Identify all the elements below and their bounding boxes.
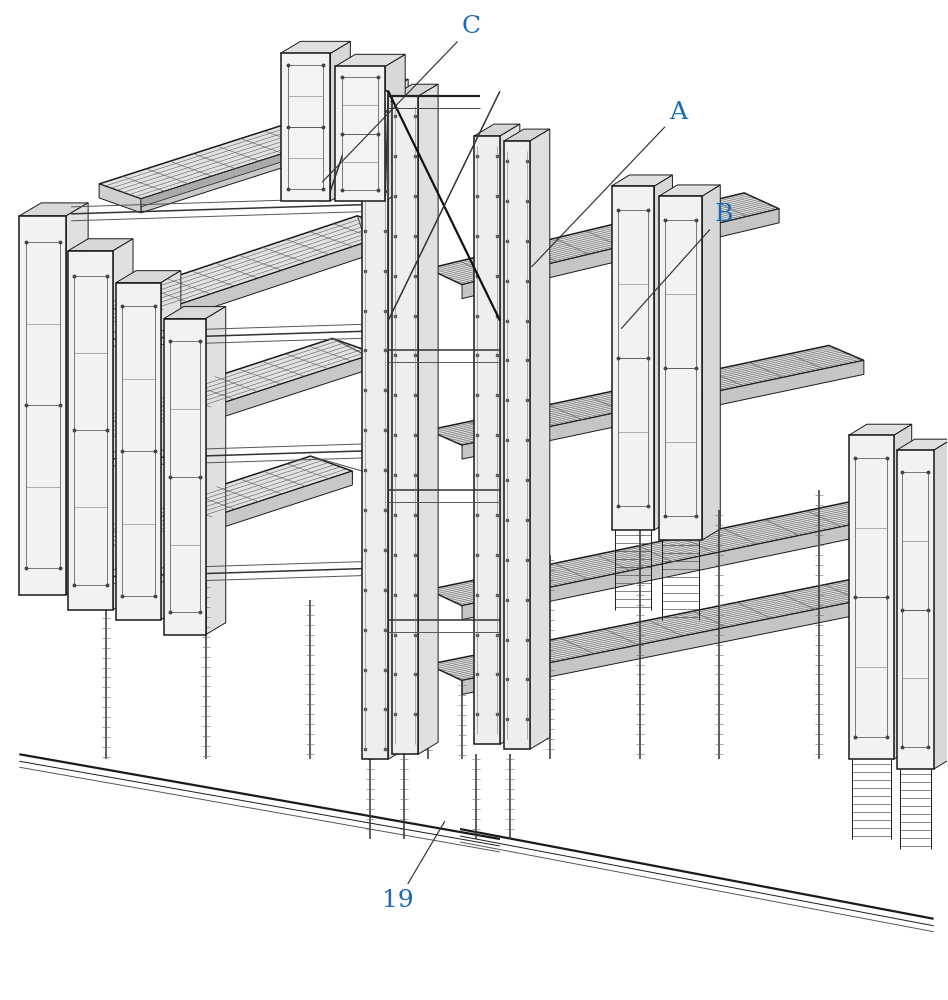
Polygon shape bbox=[164, 319, 206, 635]
Polygon shape bbox=[93, 353, 375, 453]
Polygon shape bbox=[100, 93, 425, 199]
Polygon shape bbox=[75, 276, 107, 585]
Polygon shape bbox=[902, 472, 928, 747]
Polygon shape bbox=[73, 216, 400, 326]
Polygon shape bbox=[336, 66, 385, 201]
Polygon shape bbox=[71, 471, 353, 577]
Polygon shape bbox=[611, 186, 654, 530]
Polygon shape bbox=[51, 430, 93, 459]
Polygon shape bbox=[29, 456, 353, 563]
Polygon shape bbox=[665, 220, 697, 516]
Polygon shape bbox=[116, 283, 161, 620]
Polygon shape bbox=[336, 54, 405, 66]
Polygon shape bbox=[164, 307, 226, 319]
Polygon shape bbox=[141, 108, 425, 207]
Polygon shape bbox=[474, 124, 520, 136]
Polygon shape bbox=[68, 251, 113, 610]
Polygon shape bbox=[331, 41, 351, 201]
Polygon shape bbox=[389, 79, 409, 759]
Polygon shape bbox=[170, 341, 200, 612]
Polygon shape bbox=[654, 175, 672, 530]
Polygon shape bbox=[428, 502, 884, 606]
Polygon shape bbox=[611, 175, 672, 186]
Polygon shape bbox=[206, 307, 226, 635]
Polygon shape bbox=[19, 203, 88, 216]
Polygon shape bbox=[660, 185, 720, 196]
Polygon shape bbox=[116, 231, 400, 339]
Polygon shape bbox=[660, 196, 702, 540]
Text: 19: 19 bbox=[382, 821, 445, 912]
Polygon shape bbox=[617, 210, 648, 506]
Polygon shape bbox=[161, 271, 181, 620]
Polygon shape bbox=[848, 435, 894, 759]
Polygon shape bbox=[26, 242, 60, 568]
Polygon shape bbox=[504, 129, 550, 141]
Polygon shape bbox=[51, 338, 375, 445]
Polygon shape bbox=[855, 458, 887, 737]
Polygon shape bbox=[504, 141, 530, 749]
Text: A: A bbox=[532, 101, 687, 267]
Polygon shape bbox=[29, 548, 71, 577]
Polygon shape bbox=[428, 576, 903, 680]
Polygon shape bbox=[287, 65, 323, 189]
Polygon shape bbox=[73, 311, 116, 339]
Polygon shape bbox=[122, 306, 155, 596]
Polygon shape bbox=[100, 184, 141, 213]
Polygon shape bbox=[462, 592, 903, 694]
Polygon shape bbox=[68, 239, 133, 251]
Polygon shape bbox=[342, 77, 378, 190]
Polygon shape bbox=[93, 353, 375, 459]
Polygon shape bbox=[418, 84, 438, 754]
Polygon shape bbox=[702, 185, 720, 540]
Text: C: C bbox=[322, 15, 482, 182]
Polygon shape bbox=[428, 193, 779, 285]
Polygon shape bbox=[848, 424, 912, 435]
Polygon shape bbox=[934, 439, 948, 769]
Polygon shape bbox=[362, 79, 409, 91]
Polygon shape bbox=[462, 518, 884, 620]
Polygon shape bbox=[392, 96, 418, 754]
Polygon shape bbox=[66, 203, 88, 595]
Polygon shape bbox=[500, 124, 520, 744]
Polygon shape bbox=[530, 129, 550, 749]
Polygon shape bbox=[894, 424, 912, 759]
Polygon shape bbox=[362, 91, 389, 759]
Polygon shape bbox=[392, 84, 438, 96]
Text: B: B bbox=[622, 203, 733, 328]
Polygon shape bbox=[462, 209, 779, 299]
Polygon shape bbox=[462, 360, 864, 459]
Polygon shape bbox=[428, 345, 864, 445]
Polygon shape bbox=[19, 216, 66, 595]
Polygon shape bbox=[474, 136, 500, 744]
Polygon shape bbox=[141, 108, 425, 213]
Polygon shape bbox=[897, 439, 948, 450]
Polygon shape bbox=[385, 54, 405, 201]
Polygon shape bbox=[281, 41, 351, 53]
Polygon shape bbox=[897, 450, 934, 769]
Polygon shape bbox=[113, 239, 133, 610]
Polygon shape bbox=[71, 471, 353, 571]
Polygon shape bbox=[281, 53, 331, 201]
Polygon shape bbox=[116, 271, 181, 283]
Polygon shape bbox=[116, 231, 400, 333]
